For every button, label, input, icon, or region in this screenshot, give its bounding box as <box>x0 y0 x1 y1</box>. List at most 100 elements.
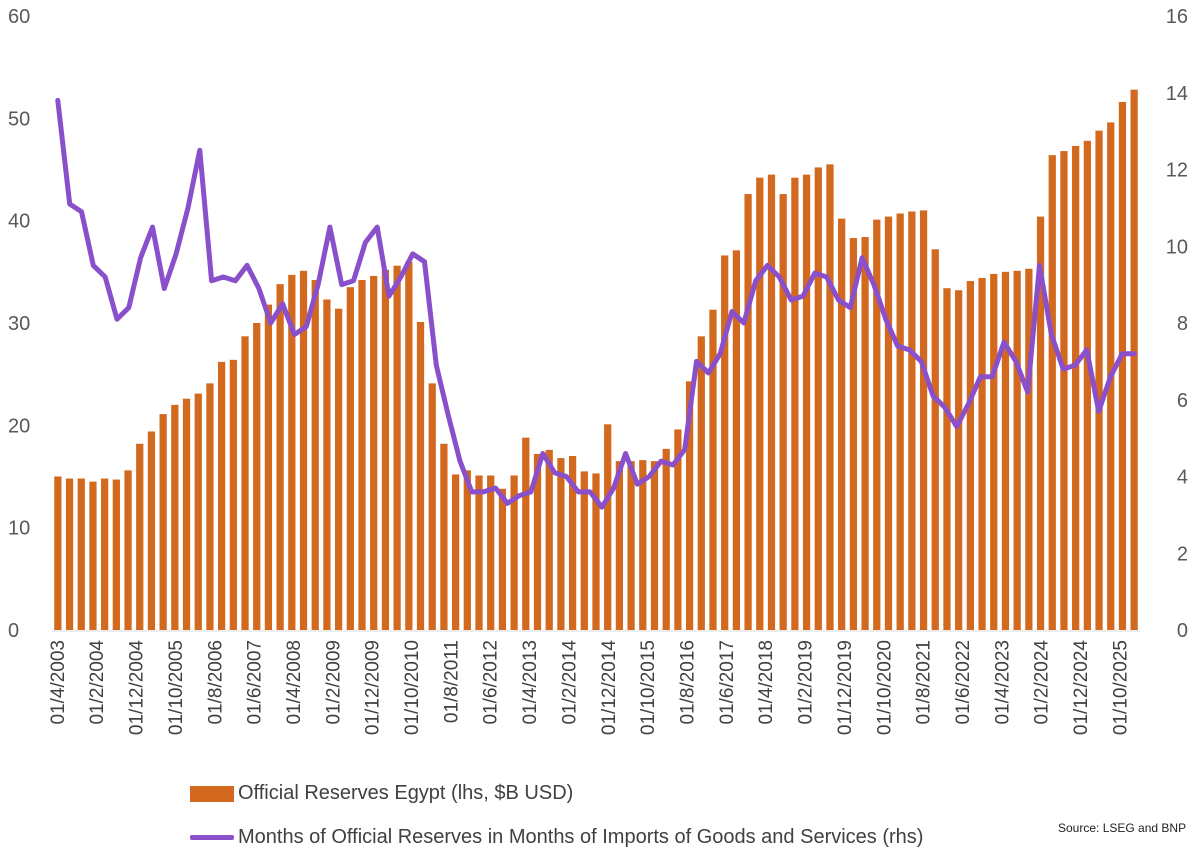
reserves-bar <box>229 359 237 630</box>
reserves-bar <box>978 277 986 630</box>
reserves-bar <box>639 460 647 630</box>
reserves-bar <box>288 274 296 630</box>
reserves-bar <box>311 280 319 630</box>
reserves-bar <box>370 275 378 630</box>
reserves-bar <box>931 249 939 630</box>
x-axis-tick-label: 01/2/2009 <box>323 640 344 725</box>
x-axis-tick-label: 01/12/2019 <box>835 640 856 735</box>
reserves-bar <box>674 429 682 630</box>
reserves-bar <box>533 453 542 630</box>
x-axis-tick-label: 01/8/2016 <box>678 640 699 725</box>
legend-item-months: Months of Official Reserves in Months of… <box>190 826 923 849</box>
x-axis-tick-label: 01/4/2023 <box>992 640 1013 725</box>
x-axis-tick-label: 01/12/2024 <box>1071 640 1092 736</box>
reserves-bar <box>475 475 483 630</box>
x-axis-tick-label: 01/4/2008 <box>284 640 305 725</box>
reserves-bar <box>1048 155 1056 631</box>
reserves-bar <box>779 194 787 630</box>
left-axis-ticks: 0 10 20 30 40 50 60 <box>8 6 30 642</box>
left-axis-tick-label: 40 <box>8 211 30 233</box>
left-axis-tick-label: 60 <box>8 6 30 28</box>
reserves-bar <box>884 216 893 630</box>
right-axis-tick-label: 0 <box>1177 620 1188 642</box>
reserves-bar <box>101 478 109 630</box>
left-axis-tick-label: 50 <box>8 108 30 130</box>
reserves-bar <box>124 470 132 630</box>
reserves-bar <box>510 475 518 630</box>
reserves-bar <box>568 456 577 630</box>
x-axis-tick-label: 01/12/2014 <box>599 640 620 736</box>
reserves-bar <box>873 219 881 630</box>
reserves-bar <box>650 461 659 630</box>
x-axis-tick-label: 01/2/2014 <box>559 640 580 725</box>
reserves-bar <box>1130 89 1138 631</box>
reserves-bar <box>463 470 471 630</box>
x-axis-tick-label: 01/6/2017 <box>717 640 738 725</box>
reserves-bar <box>1072 145 1080 630</box>
reserves-bar <box>381 269 390 630</box>
reserves-bar <box>346 287 354 630</box>
reserves-bar <box>709 309 717 630</box>
reserves-bar <box>182 398 191 630</box>
reserves-bar <box>1036 216 1045 630</box>
legend-label-months: Months of Official Reserves in Months of… <box>238 826 924 848</box>
reserves-bar <box>545 449 553 630</box>
reserves-bar <box>744 194 752 630</box>
reserves-bar <box>990 273 998 630</box>
reserves-bar <box>1001 271 1010 630</box>
reserves-bar <box>253 323 261 630</box>
months-of-imports-line <box>55 97 1137 510</box>
x-axis-tick-label: 01/10/2025 <box>1110 640 1131 735</box>
reserves-bar <box>487 475 495 630</box>
reserves-bar <box>896 213 904 630</box>
reserves-bar <box>147 431 156 630</box>
reserves-bar <box>861 237 869 631</box>
reserves-bar <box>136 443 144 630</box>
legend-label-reserves: Official Reserves Egypt (lhs, $B USD) <box>238 782 574 804</box>
reserves-bar <box>335 308 343 630</box>
reserves-bar <box>65 478 74 630</box>
x-axis-tick-label: 01/8/2011 <box>441 640 462 723</box>
reserves-bar <box>732 250 741 630</box>
reserves-bar <box>919 210 928 630</box>
reserves-bar <box>428 383 436 630</box>
left-axis-tick-label: 10 <box>8 518 30 540</box>
x-axis-tick-label: 01/12/2004 <box>127 640 148 736</box>
reserves-bar <box>580 471 588 630</box>
x-axis-tick-label: 01/4/2018 <box>756 640 777 725</box>
reserves-bar <box>358 280 366 630</box>
reserves-bar <box>662 448 670 630</box>
right-axis-tick-label: 10 <box>1166 236 1188 258</box>
reserves-bar <box>522 437 530 630</box>
x-axis-tick-label: 01/6/2022 <box>953 640 974 725</box>
x-axis-tick-label: 01/12/2009 <box>363 640 384 735</box>
reserves-bar <box>592 473 600 630</box>
reserves-bar <box>908 211 916 630</box>
right-axis-tick-label: 14 <box>1166 83 1188 105</box>
x-axis-tick-label: 01/10/2010 <box>402 640 423 735</box>
right-axis-tick-label: 8 <box>1177 313 1188 335</box>
x-axis-tick-label: 01/10/2020 <box>874 640 895 735</box>
right-axis-ticks: 0 2 4 6 8 10 12 14 16 <box>1166 6 1188 642</box>
x-axis-tick-label: 01/10/2015 <box>638 640 659 735</box>
x-axis-tick-label: 01/2/2004 <box>87 640 108 725</box>
reserves-bar <box>276 284 284 630</box>
reserves-bar <box>112 479 120 630</box>
reserves-bar <box>241 336 249 630</box>
left-axis-tick-label: 20 <box>8 415 30 437</box>
reserves-bar <box>1025 268 1033 630</box>
reserves-bar <box>966 281 974 630</box>
reserves-bar <box>54 476 62 630</box>
x-axis-tick-label: 01/2/2019 <box>796 640 817 725</box>
legend-swatch-bar <box>190 785 234 802</box>
reserves-bar <box>1013 270 1021 630</box>
reserves-bar <box>685 381 694 630</box>
x-axis-tick-label: 01/8/2006 <box>205 640 226 725</box>
reserves-bar <box>218 361 226 630</box>
x-axis-tick-label: 01/8/2021 <box>914 640 935 725</box>
reserves-bar <box>802 174 811 630</box>
reserves-bar <box>323 299 331 630</box>
reserves-bar <box>849 238 857 630</box>
reserves-bar <box>451 474 460 630</box>
